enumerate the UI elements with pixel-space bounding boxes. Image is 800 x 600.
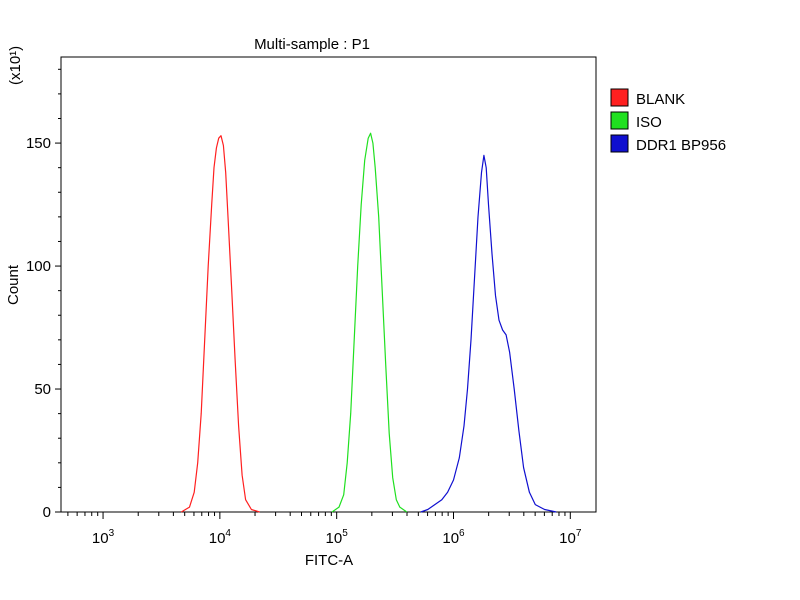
x-tick-label: 104	[209, 528, 232, 547]
x-tick-label: 107	[559, 528, 582, 547]
x-tick-label: 106	[442, 528, 465, 547]
series-curve-iso	[331, 132, 408, 513]
chart-title: Multi-sample : P1	[254, 36, 370, 53]
y-tick-label: 50	[34, 381, 51, 398]
x-axis-label: FITC-A	[305, 552, 353, 569]
legend-label: BLANK	[636, 91, 685, 108]
series-curve-blank	[180, 135, 260, 513]
histogram-curves	[180, 132, 557, 513]
legend-swatch	[610, 88, 629, 107]
plot-area-frame	[60, 56, 597, 513]
legend-swatch	[610, 134, 629, 153]
legend-label: ISO	[636, 114, 662, 131]
legend: BLANK ISO DDR1 BP956	[610, 88, 726, 154]
x-tick-label: 103	[92, 528, 115, 547]
y-tick-label: 0	[43, 504, 51, 521]
y-multiplier-label: (x10¹)	[7, 46, 24, 85]
series-curve-ddr1-bp956	[420, 154, 557, 513]
y-tick-label: 100	[26, 258, 51, 275]
legend-label: DDR1 BP956	[636, 137, 726, 154]
y-axis: 0 50 100 150	[26, 68, 61, 521]
x-axis: 103 104 105 106 107	[67, 512, 582, 547]
y-tick-label: 150	[26, 135, 51, 152]
y-axis-label: Count	[5, 264, 22, 305]
x-tick-label: 105	[326, 528, 349, 547]
legend-swatch	[610, 111, 629, 130]
